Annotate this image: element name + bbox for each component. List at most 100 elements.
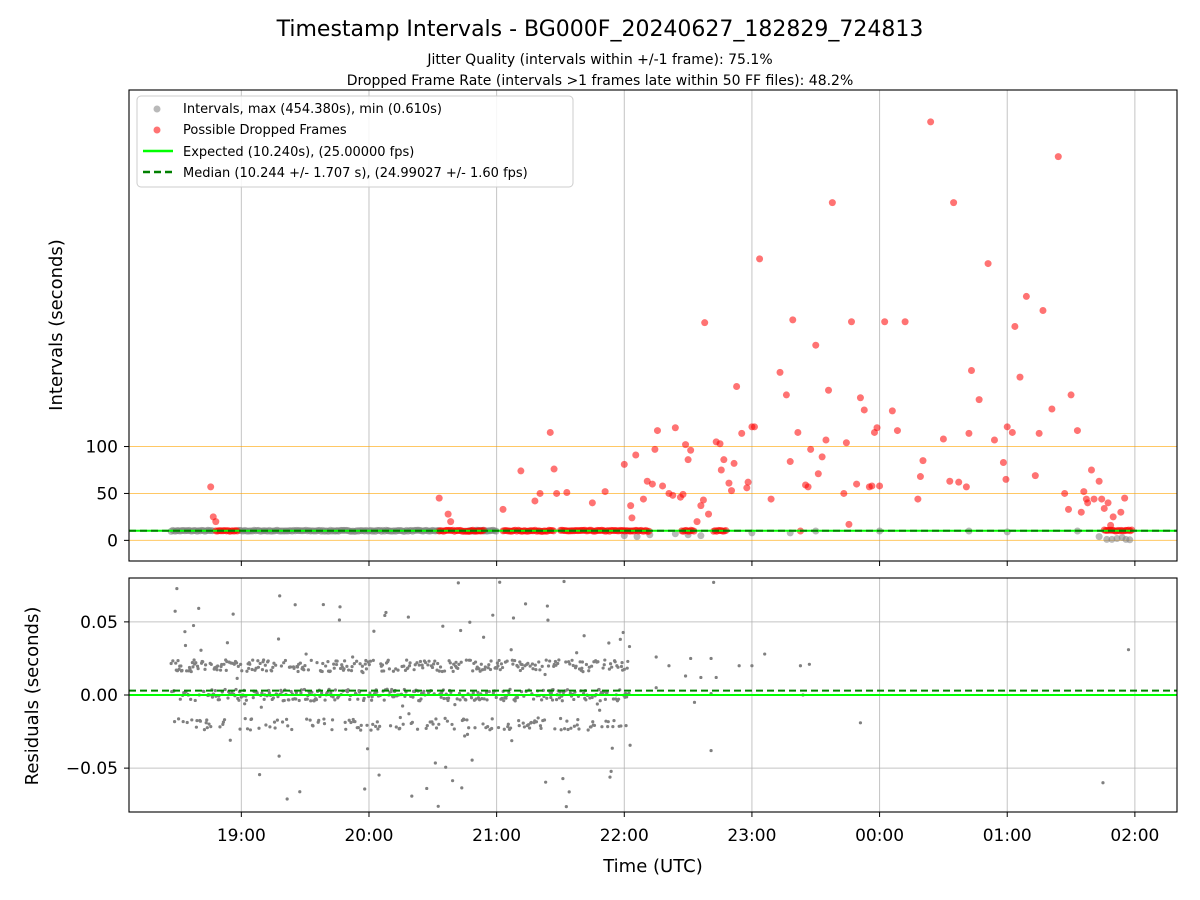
dropped-frame-point xyxy=(697,502,705,510)
residual-point xyxy=(438,665,443,669)
residual-point xyxy=(263,663,267,667)
dropped-frame-point xyxy=(873,424,881,432)
dropped-frame-point xyxy=(812,341,820,349)
dropped-frame-point xyxy=(807,445,815,453)
residual-point xyxy=(455,697,459,701)
residual-point xyxy=(712,580,716,584)
residual-point xyxy=(308,718,312,722)
residual-point xyxy=(434,717,438,721)
residual-point xyxy=(320,669,324,674)
dropped-frame-point xyxy=(794,428,802,436)
residual-point xyxy=(763,652,767,656)
residual-point xyxy=(515,695,520,700)
chart-subtitle-dropped: Dropped Frame Rate (intervals >1 frames … xyxy=(347,73,854,89)
residual-point xyxy=(346,688,350,692)
residual-point xyxy=(322,717,326,721)
residual-point xyxy=(500,665,505,670)
residual-point xyxy=(452,727,456,731)
residual-point xyxy=(575,723,579,727)
residual-point xyxy=(275,718,279,722)
time-axis-label: Time (UTC) xyxy=(602,856,703,877)
dropped-frame-point xyxy=(756,255,764,263)
dropped-frame-point xyxy=(822,436,830,444)
dropped-frame-point xyxy=(1109,513,1117,521)
intervals-ytick-label: 50 xyxy=(96,484,118,504)
residual-point xyxy=(487,689,491,694)
residual-point xyxy=(267,691,271,695)
residual-point xyxy=(502,727,506,731)
dropped-frame-point xyxy=(671,424,679,432)
residual-point xyxy=(239,662,243,667)
dropped-frame-point xyxy=(738,429,746,437)
residual-point xyxy=(213,689,217,693)
residual-point xyxy=(396,668,400,672)
dropped-frame-point xyxy=(825,386,833,394)
dropped-frame-point xyxy=(628,514,636,522)
residual-point xyxy=(180,668,184,673)
residual-point xyxy=(434,726,439,730)
dropped-frame-point xyxy=(730,459,738,467)
residual-point xyxy=(468,620,472,624)
residual-point xyxy=(611,725,615,729)
residual-point xyxy=(420,663,424,667)
residual-point xyxy=(205,726,209,730)
dropped-frame-point xyxy=(684,456,692,464)
dropped-frame-point xyxy=(705,510,713,518)
residual-point xyxy=(299,691,303,695)
residual-point xyxy=(268,725,272,729)
residuals-panel: −0.05 0.00 0.05 19:00 20:00 21:00 22:00 23:00 0… xyxy=(22,577,1178,877)
residual-point xyxy=(540,664,544,668)
residual-point xyxy=(169,661,173,666)
residual-point xyxy=(321,602,325,607)
time-xtick-label: 23:00 xyxy=(727,826,776,846)
dropped-frame-point xyxy=(627,502,635,510)
residual-point xyxy=(439,695,443,699)
residual-point xyxy=(450,779,455,783)
residual-point xyxy=(408,661,412,665)
legend-intervals-marker xyxy=(153,105,161,113)
residual-point xyxy=(224,668,228,672)
residual-point xyxy=(361,670,365,675)
dropped-frame-point xyxy=(1035,429,1043,437)
residual-point xyxy=(461,695,465,699)
dropped-frame-point xyxy=(845,520,853,528)
residual-point xyxy=(517,719,521,723)
dropped-frame-point xyxy=(990,436,998,444)
dropped-frame-point xyxy=(786,458,794,466)
residual-point xyxy=(202,689,206,694)
dropped-frame-point xyxy=(1048,405,1056,413)
residual-point xyxy=(260,667,265,672)
residual-point xyxy=(549,691,553,695)
residual-point xyxy=(401,704,405,708)
residual-point xyxy=(487,663,491,667)
legend-expected-label: Expected (10.240s), (25.00000 fps) xyxy=(183,145,414,160)
residual-point xyxy=(398,715,402,720)
residual-point xyxy=(226,696,230,700)
residual-point xyxy=(549,695,553,700)
chart-title: Timestamp Intervals - BG000F_20240627_18… xyxy=(276,17,924,42)
time-xtick-label: 21:00 xyxy=(472,826,521,846)
residual-point xyxy=(282,661,286,665)
residual-point xyxy=(374,724,378,728)
residual-point xyxy=(243,717,247,721)
residual-point xyxy=(484,691,489,695)
residual-point xyxy=(293,603,297,607)
residual-point xyxy=(220,662,224,667)
dropped-frame-point xyxy=(1039,306,1047,314)
residual-point xyxy=(609,769,613,773)
residual-point xyxy=(175,586,179,591)
dropped-frame-point xyxy=(720,456,728,464)
residual-point xyxy=(417,663,421,667)
residual-point xyxy=(558,716,563,721)
residual-point xyxy=(580,660,585,664)
residual-point xyxy=(216,664,220,668)
residual-point xyxy=(294,691,298,695)
residual-point xyxy=(355,659,359,663)
residual-point xyxy=(260,691,264,695)
dropped-frame-point xyxy=(699,496,707,504)
residual-point xyxy=(195,664,200,668)
residual-point xyxy=(572,697,576,702)
residual-point xyxy=(236,664,240,668)
residual-point xyxy=(613,660,617,664)
residual-point xyxy=(424,726,428,731)
